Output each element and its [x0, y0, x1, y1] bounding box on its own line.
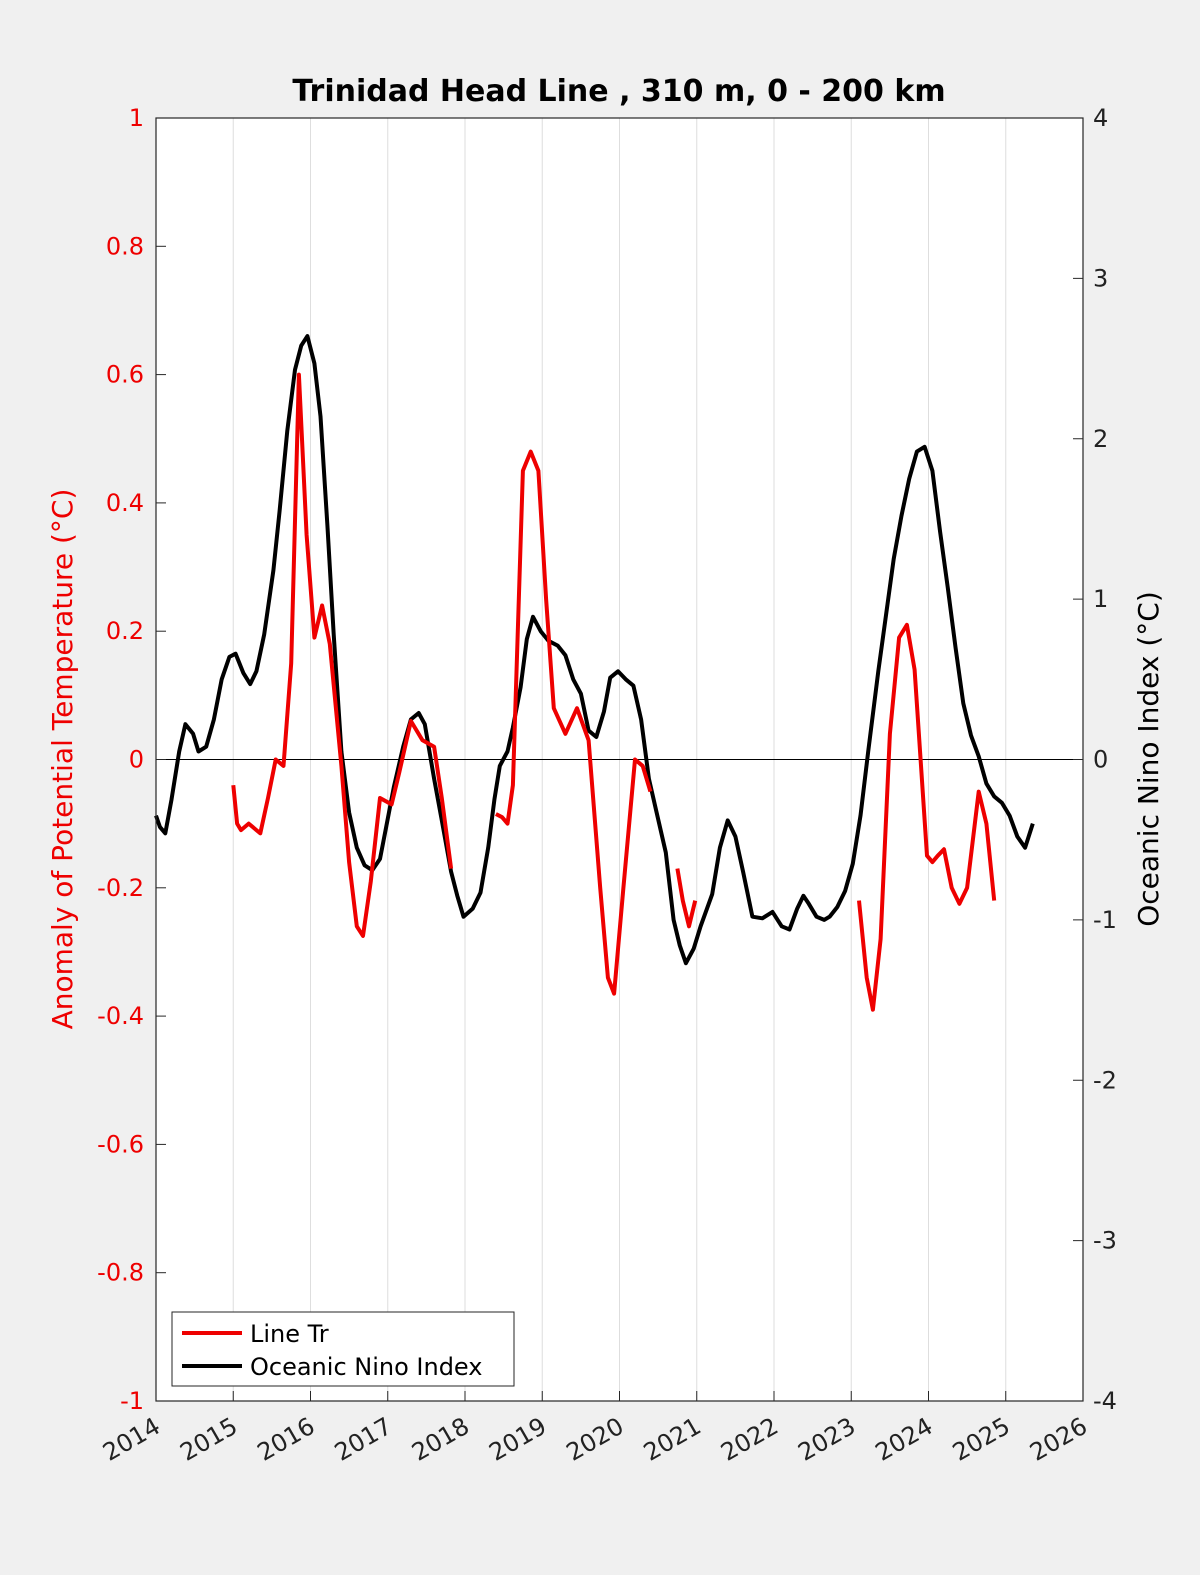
y-axis-label-left: Anomaly of Potential Temperature (°C) [46, 489, 79, 1030]
right-tick-label: 2 [1093, 425, 1108, 453]
series-line-tr-segment-1 [494, 449, 653, 996]
left-tick-label: -0.4 [97, 1002, 144, 1030]
left-tick-label: -0.8 [97, 1259, 144, 1287]
right-tick-label: 0 [1093, 746, 1108, 774]
left-tick-label: 0.8 [106, 232, 144, 260]
right-tick-label: 4 [1093, 104, 1108, 132]
series-oni-segment-0 [154, 334, 1035, 966]
series-line-tr-segment-2 [675, 868, 698, 929]
series-line-tr-segment-3 [857, 622, 997, 1012]
legend: Line Tr Oceanic Nino Index [171, 1311, 515, 1387]
right-tick-label: 3 [1093, 264, 1108, 292]
right-axis: -4 -3 -2 -1 0 1 2 3 4 [1073, 104, 1117, 1415]
right-tick-label: 1 [1093, 585, 1108, 613]
left-axis: -1 -0.8 -0.6 -0.4 -0.2 0 0.2 0.4 0.6 0.8 1 [97, 104, 166, 1415]
right-tick-label: -1 [1093, 906, 1117, 934]
chart-title: Trinidad Head Line , 310 m, 0 - 200 km [292, 74, 945, 109]
series-line-tr-segment-0 [231, 372, 454, 938]
left-tick-label: 0.2 [106, 617, 144, 645]
left-tick-label: -1 [120, 1387, 144, 1415]
right-tick-label: -2 [1093, 1066, 1117, 1094]
series-layer [154, 334, 1035, 1012]
left-tick-label: 0.6 [106, 361, 144, 389]
legend-label-line-tr: Line Tr [250, 1320, 329, 1348]
y-axis-label-right: Oceanic Nino Index (°C) [1132, 591, 1165, 927]
left-tick-label: 1 [129, 104, 144, 132]
left-tick-label: 0.4 [106, 489, 144, 517]
left-tick-label: 0 [129, 746, 144, 774]
right-tick-label: -4 [1093, 1387, 1117, 1415]
legend-label-oni: Oceanic Nino Index [250, 1353, 482, 1381]
right-tick-label: -3 [1093, 1227, 1117, 1255]
legend-box [171, 1311, 515, 1387]
left-tick-label: -0.2 [97, 874, 144, 902]
left-tick-label: -0.6 [97, 1130, 144, 1158]
